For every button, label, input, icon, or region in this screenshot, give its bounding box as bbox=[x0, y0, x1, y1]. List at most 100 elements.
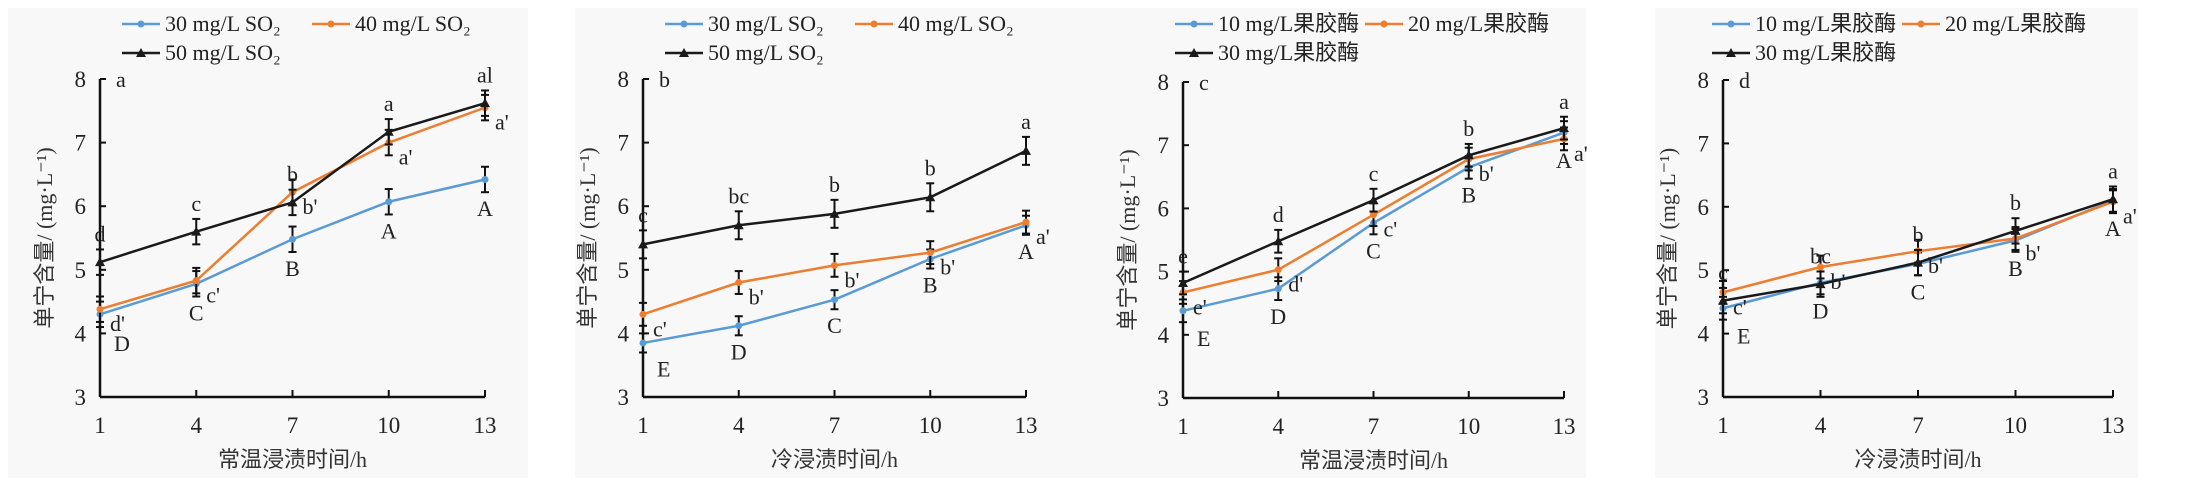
significance-label-capital: C bbox=[189, 301, 204, 326]
data-point bbox=[1021, 145, 1031, 155]
y-tick-label: 8 bbox=[1158, 70, 1170, 95]
y-axis-title: 单宁含量/ (mg·L⁻¹) bbox=[32, 147, 57, 328]
x-axis-title: 常温浸渍时间/h bbox=[1299, 448, 1448, 473]
significance-label-prime: c' bbox=[1384, 217, 1398, 242]
legend-label: 30 mg/L SO₂ bbox=[165, 11, 281, 36]
significance-label-capital: A bbox=[1018, 239, 1034, 264]
significance-label: d bbox=[95, 221, 106, 246]
legend-label: 20 mg/L果胶酶 bbox=[1408, 11, 1549, 36]
x-tick-label: 7 bbox=[287, 413, 299, 438]
data-point bbox=[1817, 263, 1824, 271]
legend-marker bbox=[137, 20, 145, 28]
data-point bbox=[639, 310, 647, 318]
y-tick-label: 7 bbox=[1698, 131, 1710, 156]
significance-label-capital: B bbox=[1461, 183, 1476, 208]
significance-label: bc bbox=[728, 183, 749, 208]
data-point bbox=[2010, 225, 2021, 235]
data-point bbox=[831, 296, 838, 304]
x-tick-label: 13 bbox=[474, 413, 497, 438]
legend-marker bbox=[1189, 48, 1199, 57]
data-point bbox=[1274, 285, 1282, 293]
x-tick-label: 4 bbox=[1273, 414, 1285, 439]
significance-label-prime: c' bbox=[1733, 294, 1747, 319]
x-tick-label: 10 bbox=[919, 413, 942, 438]
x-tick-label: 13 bbox=[2102, 413, 2125, 438]
significance-label-prime: a' bbox=[399, 145, 413, 170]
x-tick-label: 4 bbox=[191, 413, 203, 438]
significance-label: a bbox=[2108, 159, 2118, 184]
y-tick-label: 3 bbox=[1158, 386, 1170, 411]
chart-panel-c: 3 4 5 6 7 8 1 4 7 10 13 常温浸渍时间/h 单宁含量/ (mg·L⁻¹) c 10 m… bbox=[1108, 8, 1588, 478]
data-point bbox=[638, 239, 648, 249]
panel-background bbox=[575, 8, 1110, 478]
y-tick-label: 5 bbox=[75, 258, 87, 283]
significance-label-prime: a' bbox=[495, 110, 509, 135]
chart-panel-a: 3 4 5 6 7 8 1 4 7 10 13 常温浸渍时间/h 单宁含量/ (mg·L⁻¹) a 30 m… bbox=[8, 8, 528, 478]
significance-label-prime: b' bbox=[1928, 253, 1943, 278]
x-tick-label: 1 bbox=[1177, 414, 1189, 439]
significance-label: al bbox=[477, 62, 493, 87]
data-point bbox=[639, 339, 647, 347]
significance-label: bc bbox=[1810, 243, 1831, 268]
significance-label-prime: b' bbox=[303, 194, 318, 219]
significance-label-prime: b' bbox=[2026, 241, 2041, 266]
legend-marker bbox=[136, 48, 146, 57]
y-tick-label: 7 bbox=[1158, 133, 1170, 158]
data-point bbox=[385, 198, 393, 206]
x-tick-label: 13 bbox=[1015, 413, 1038, 438]
significance-label-capital: C bbox=[1911, 279, 1926, 304]
panel-background bbox=[1655, 8, 2138, 478]
panel-letter: c bbox=[1199, 70, 1209, 95]
x-tick-label: 1 bbox=[1717, 413, 1729, 438]
legend-label: 10 mg/L果胶酶 bbox=[1755, 11, 1896, 36]
data-point bbox=[192, 277, 200, 285]
significance-label: b bbox=[829, 172, 840, 197]
significance-label-capital: A bbox=[1556, 148, 1572, 173]
panel-background bbox=[8, 8, 528, 478]
chart-panel-d: 3 4 5 6 7 8 1 4 7 10 13 冷浸渍时间/h 单宁含量/ (mg·L⁻¹) d 10 mg… bbox=[1655, 8, 2138, 478]
series-3 bbox=[1718, 185, 2118, 315]
significance-label-capital: A bbox=[2105, 216, 2121, 241]
data-point bbox=[1815, 279, 1826, 289]
panel-letter: d bbox=[1739, 68, 1750, 93]
significance-label-prime: b' bbox=[845, 267, 860, 292]
x-tick-label: 10 bbox=[377, 413, 400, 438]
y-tick-label: 5 bbox=[618, 258, 630, 283]
significance-label: c bbox=[1718, 260, 1728, 285]
data-point bbox=[1718, 295, 1728, 305]
data-point bbox=[925, 192, 936, 202]
legend-marker bbox=[1917, 20, 1925, 28]
data-point bbox=[1273, 236, 1284, 246]
y-tick-label: 6 bbox=[1698, 195, 1710, 220]
x-axis-title: 常温浸渍时间/h bbox=[218, 447, 367, 472]
data-point bbox=[480, 98, 490, 108]
data-point bbox=[829, 208, 840, 218]
significance-label-capital: D bbox=[1270, 304, 1286, 329]
y-tick-label: 4 bbox=[1698, 322, 1710, 347]
data-point bbox=[1022, 218, 1030, 226]
y-tick-label: 3 bbox=[618, 385, 630, 410]
significance-label-prime: e' bbox=[1193, 294, 1207, 319]
significance-label-capital: A bbox=[381, 218, 397, 243]
significance-label: c bbox=[638, 202, 648, 227]
data-point bbox=[735, 279, 743, 287]
significance-label-prime: d' bbox=[1288, 272, 1303, 297]
significance-label: b bbox=[925, 155, 936, 180]
y-tick-label: 4 bbox=[1158, 323, 1170, 348]
significance-label-capital: E bbox=[657, 356, 670, 381]
x-tick-label: 4 bbox=[733, 413, 745, 438]
x-axis-title: 冷浸渍时间/h bbox=[1854, 447, 1981, 472]
data-point bbox=[95, 257, 105, 267]
x-tick-label: 4 bbox=[1815, 413, 1827, 438]
significance-label: b bbox=[287, 162, 298, 187]
significance-label: b bbox=[2010, 190, 2021, 215]
significance-label-prime: b' bbox=[749, 285, 764, 310]
x-tick-label: 1 bbox=[637, 413, 649, 438]
significance-label-capital: D bbox=[731, 339, 747, 364]
significance-label: a bbox=[384, 91, 394, 116]
data-point bbox=[191, 226, 202, 236]
significance-label: a bbox=[1021, 109, 1031, 134]
data-point bbox=[1274, 266, 1282, 274]
legend-label: 50 mg/L SO₂ bbox=[708, 40, 824, 65]
y-tick-label: 6 bbox=[75, 194, 87, 219]
